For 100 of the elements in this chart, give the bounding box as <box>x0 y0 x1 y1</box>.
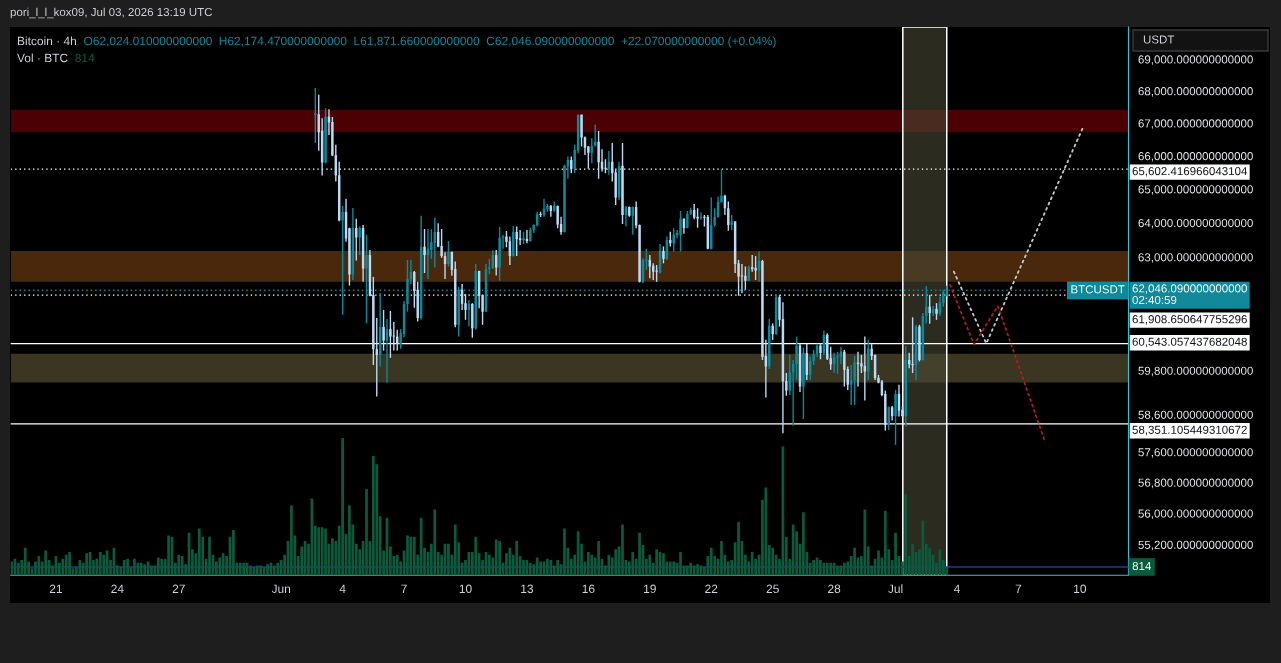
bar <box>371 455 375 576</box>
y-tick-label: 64,000.000000000000 <box>1138 219 1253 229</box>
candlestick <box>802 347 805 420</box>
candlestick <box>662 245 665 265</box>
x-tick-label: Jun <box>271 584 291 593</box>
bar <box>156 557 160 576</box>
bar <box>515 540 519 576</box>
candlestick <box>546 203 549 213</box>
candlestick <box>655 264 658 283</box>
bar <box>126 558 129 576</box>
bar <box>218 557 222 576</box>
bar <box>921 520 925 576</box>
bar <box>102 554 106 576</box>
bar <box>655 549 658 576</box>
bar <box>37 556 41 576</box>
bar <box>590 554 594 576</box>
bar <box>638 532 641 576</box>
candlestick <box>836 350 839 375</box>
candlestick <box>928 294 931 325</box>
candlestick <box>447 240 450 268</box>
annotation: +22.070000000000 (+0.04%) <box>621 36 776 48</box>
bar <box>556 560 560 576</box>
bar <box>764 487 768 576</box>
bar <box>197 528 201 576</box>
bar <box>208 536 211 576</box>
bar <box>692 565 696 576</box>
candlestick <box>754 255 757 281</box>
bar <box>320 527 324 576</box>
bar <box>771 547 775 576</box>
annotation: 814 <box>75 53 95 63</box>
bar <box>720 540 723 576</box>
bar <box>324 528 327 576</box>
y-tick-label: 57,600.000000000000 <box>1138 448 1253 458</box>
candlestick <box>355 218 358 262</box>
bar <box>177 554 181 576</box>
bar <box>10 561 13 576</box>
bar <box>546 558 549 576</box>
candlestick <box>529 226 532 243</box>
y-axis-title: USDT <box>1143 35 1175 44</box>
x-tick-label: 10 <box>1074 584 1087 593</box>
bar <box>167 535 170 576</box>
y-tick-label: 66,000.000000000000 <box>1138 152 1253 162</box>
candlestick <box>686 210 689 230</box>
candlestick <box>522 231 525 245</box>
y-tick-label: 56,000.000000000000 <box>1138 509 1253 519</box>
bar <box>894 532 897 576</box>
bar <box>621 524 624 576</box>
bar <box>98 551 102 576</box>
ref-line-label: 58,351.105449310672 <box>1132 425 1247 436</box>
bar <box>44 550 48 576</box>
bar <box>232 529 235 576</box>
bar <box>494 539 498 576</box>
candlestick <box>911 316 914 374</box>
x-tick-label: 28 <box>828 584 841 593</box>
y-tick-label: 58,600.000000000000 <box>1138 410 1253 421</box>
candlestick <box>894 389 897 446</box>
bar <box>331 538 334 576</box>
x-tick-label: 22 <box>705 584 718 593</box>
bar <box>597 540 600 576</box>
bar <box>863 509 867 576</box>
y-tick-label: 63,000.000000000000 <box>1138 253 1253 263</box>
x-tick-label: 4 <box>953 584 960 593</box>
y-tick-label: 65,000.000000000000 <box>1138 185 1253 195</box>
candlestick <box>679 210 682 253</box>
annotation: O62,024.010000000000 <box>84 36 212 47</box>
bar <box>365 488 368 576</box>
x-tick-label: 13 <box>521 584 534 593</box>
bar <box>136 562 140 576</box>
ref-line-label: 62,046.090000000000 02:40:59 <box>1132 284 1247 305</box>
bar <box>180 556 184 576</box>
bar <box>160 558 164 576</box>
candlestick <box>498 226 501 282</box>
candlestick <box>324 107 327 164</box>
y-tick-label: 56,800.000000000000 <box>1138 478 1253 489</box>
candlestick <box>358 225 361 256</box>
bar <box>133 558 136 576</box>
candlestick <box>621 142 624 225</box>
x-tick-label: 7 <box>1015 584 1022 593</box>
candlestick <box>672 227 675 253</box>
candlestick <box>628 205 631 218</box>
annotation: BTCUSDT <box>1071 285 1125 294</box>
text: Bitcoin · 4h <box>17 36 76 46</box>
bar <box>238 562 242 576</box>
bar <box>709 547 713 576</box>
bar <box>679 551 682 576</box>
line-series <box>949 284 1046 441</box>
annotation: H62,174.470000000000 <box>219 36 347 47</box>
bar <box>447 543 450 576</box>
bar <box>696 564 699 576</box>
x-tick-label: 21 <box>49 584 62 593</box>
candlestick <box>604 158 607 174</box>
x-tick-label: Jul <box>888 584 903 593</box>
bar <box>17 562 20 576</box>
bar <box>904 494 908 576</box>
annotation: L61,871.660000000000 <box>354 36 480 47</box>
bar <box>802 512 805 576</box>
bar <box>453 524 457 576</box>
bar <box>78 560 82 576</box>
bar <box>689 562 693 576</box>
candlestick <box>515 225 518 257</box>
